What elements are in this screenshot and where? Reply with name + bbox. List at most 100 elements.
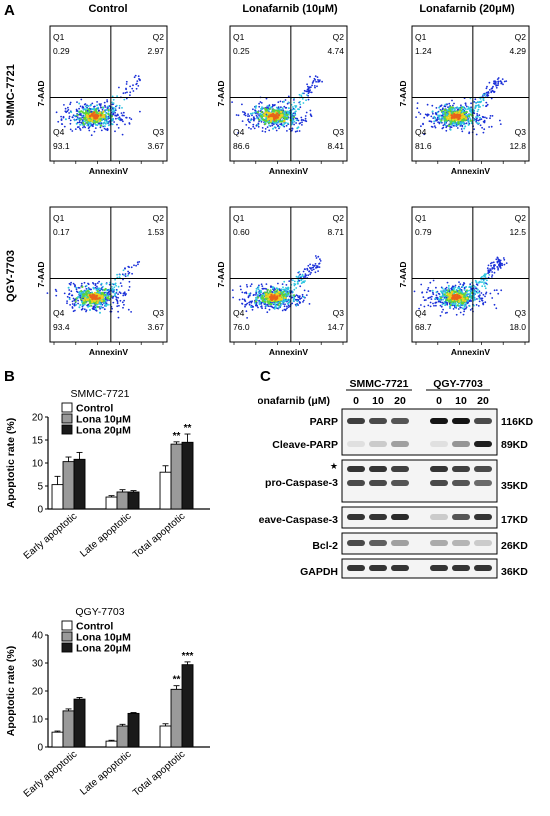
panel-b-letter: B <box>4 368 15 385</box>
cell-line-label-smmc7721: SMMC-7721 <box>350 378 409 390</box>
y-axis-label: 7-AAD <box>398 81 408 107</box>
dose-label: 10 <box>372 395 384 407</box>
quadrant-percentage: 0.79 <box>415 227 432 237</box>
bar <box>181 664 194 748</box>
y-tick-label: 0 <box>37 743 43 754</box>
quadrant-percentage: 0.60 <box>233 227 250 237</box>
quadrant-percentage: 3.67 <box>147 141 164 151</box>
significance-marker: ** <box>173 675 181 686</box>
protein-band <box>391 480 409 486</box>
significance-marker: *** <box>182 651 194 662</box>
bar <box>73 458 86 510</box>
y-axis-label: 7-AAD <box>36 81 46 107</box>
protein-band <box>391 514 409 520</box>
flow-plot: Q1 0.17 Q2 1.53 Q4 93.4 Q3 3.67 AnnexinV 7-AAD <box>36 206 168 357</box>
molecular-weight-label: 26KD <box>501 540 528 552</box>
quadrant-label: Q4 <box>53 308 65 318</box>
blot-block: Cleave-Caspase-3 17KD <box>258 506 528 529</box>
flow-plot-frame <box>49 25 168 162</box>
protein-label: Cleave-PARP <box>272 439 338 451</box>
quadrant-label: Q1 <box>415 213 427 223</box>
protein-band <box>347 418 365 424</box>
quadrant-label: Q3 <box>153 308 165 318</box>
quadrant-label: Q1 <box>53 213 65 223</box>
quadrant-percentage: 12.8 <box>509 141 526 151</box>
protein-band <box>452 480 470 486</box>
quadrant-label: Q4 <box>233 127 245 137</box>
bar-chart: SMMC-7721 0 5 10 15 20 Apoptotic rate (%) Early… <box>5 388 210 562</box>
blot-membrane <box>341 506 498 529</box>
bar <box>127 712 140 748</box>
legend-label: Control <box>76 621 113 633</box>
y-axis-label: Apoptotic rate (%) <box>5 418 17 508</box>
quadrant-percentage: 93.1 <box>53 141 70 151</box>
protein-band <box>474 540 492 546</box>
quadrant-percentage: 2.97 <box>147 46 164 56</box>
y-tick-label: 10 <box>32 459 44 470</box>
quadrant-label: Q1 <box>233 32 245 42</box>
protein-band <box>474 418 492 424</box>
molecular-weight-label: 35KD <box>501 480 528 492</box>
flow-density-cloud <box>46 261 141 319</box>
quadrant-percentage: 86.6 <box>233 141 250 151</box>
x-axis-label: AnnexinV <box>269 166 309 176</box>
protein-band <box>430 565 448 571</box>
quadrant-label: Q2 <box>333 213 345 223</box>
molecular-weight-label: 36KD <box>501 566 528 578</box>
column-title-lona20: Lonafarnib (20μM) <box>419 3 515 15</box>
protein-band <box>369 418 387 424</box>
quadrant-label: Q2 <box>515 213 527 223</box>
flow-plot-frame <box>49 206 168 343</box>
legend-label: Lona 20μM <box>76 643 131 655</box>
legend-swatch <box>61 413 73 424</box>
flow-density-cloud <box>231 255 322 319</box>
quadrant-label: Q1 <box>415 32 427 42</box>
molecular-weight-label: 116KD <box>501 416 534 428</box>
quadrant-label: Q3 <box>515 308 527 318</box>
y-tick-label: 30 <box>32 659 44 670</box>
x-tick-label: Late apoptotic <box>78 749 133 798</box>
bar <box>51 484 64 510</box>
x-axis-label: AnnexinV <box>451 166 491 176</box>
x-tick-label: Early apoptotic <box>22 511 80 562</box>
protein-band <box>474 514 492 520</box>
quadrant-percentage: 1.24 <box>415 46 432 56</box>
quadrant-label: Q2 <box>333 32 345 42</box>
bar <box>170 443 183 510</box>
flow-plot: Q1 0.25 Q2 4.74 Q4 86.6 Q3 8.41 AnnexinV 7-AAD <box>216 25 348 176</box>
flow-plot-frame <box>229 206 348 343</box>
legend-label: Lona 10μM <box>76 414 131 426</box>
protein-band <box>452 565 470 571</box>
molecular-weight-label: 89KD <box>501 439 528 451</box>
protein-band <box>452 441 470 447</box>
x-tick-label: Total apoptotic <box>131 511 187 561</box>
protein-band <box>474 565 492 571</box>
protein-band <box>430 466 448 472</box>
protein-band <box>347 540 365 546</box>
significance-marker: ** <box>184 423 192 434</box>
legend-label: Lona 20μM <box>76 425 131 437</box>
blot-membrane <box>341 408 498 456</box>
flow-plot: Q1 0.79 Q2 12.5 Q4 68.7 Q3 18.0 AnnexinV 7-AAD <box>398 206 530 357</box>
bar <box>116 725 129 748</box>
bar <box>51 731 64 748</box>
bar <box>170 688 183 748</box>
treatment-label: Lonafarnib (μM) <box>258 395 330 407</box>
quadrant-percentage: 4.29 <box>509 46 526 56</box>
legend-label: Lona 10μM <box>76 632 131 644</box>
protein-band <box>369 441 387 447</box>
bar <box>181 441 194 510</box>
quadrant-percentage: 0.25 <box>233 46 250 56</box>
quadrant-percentage: 3.67 <box>147 322 164 332</box>
dose-label: 20 <box>477 395 489 407</box>
y-axis-label: Apoptotic rate (%) <box>5 646 17 736</box>
western-blot-panel: C SMMC-7721 QGY-7703 Lonafarnib (μM) 0 10… <box>258 368 534 579</box>
dose-label: 10 <box>455 395 467 407</box>
row-label-smmc7721: SMMC-7721 <box>5 64 17 126</box>
protein-band <box>452 514 470 520</box>
protein-label: Bcl-2 <box>312 540 338 552</box>
y-tick-label: 10 <box>32 715 44 726</box>
protein-band <box>474 441 492 447</box>
column-title-lona10: Lonafarnib (10μM) <box>242 3 338 15</box>
y-tick-label: 20 <box>32 687 44 698</box>
